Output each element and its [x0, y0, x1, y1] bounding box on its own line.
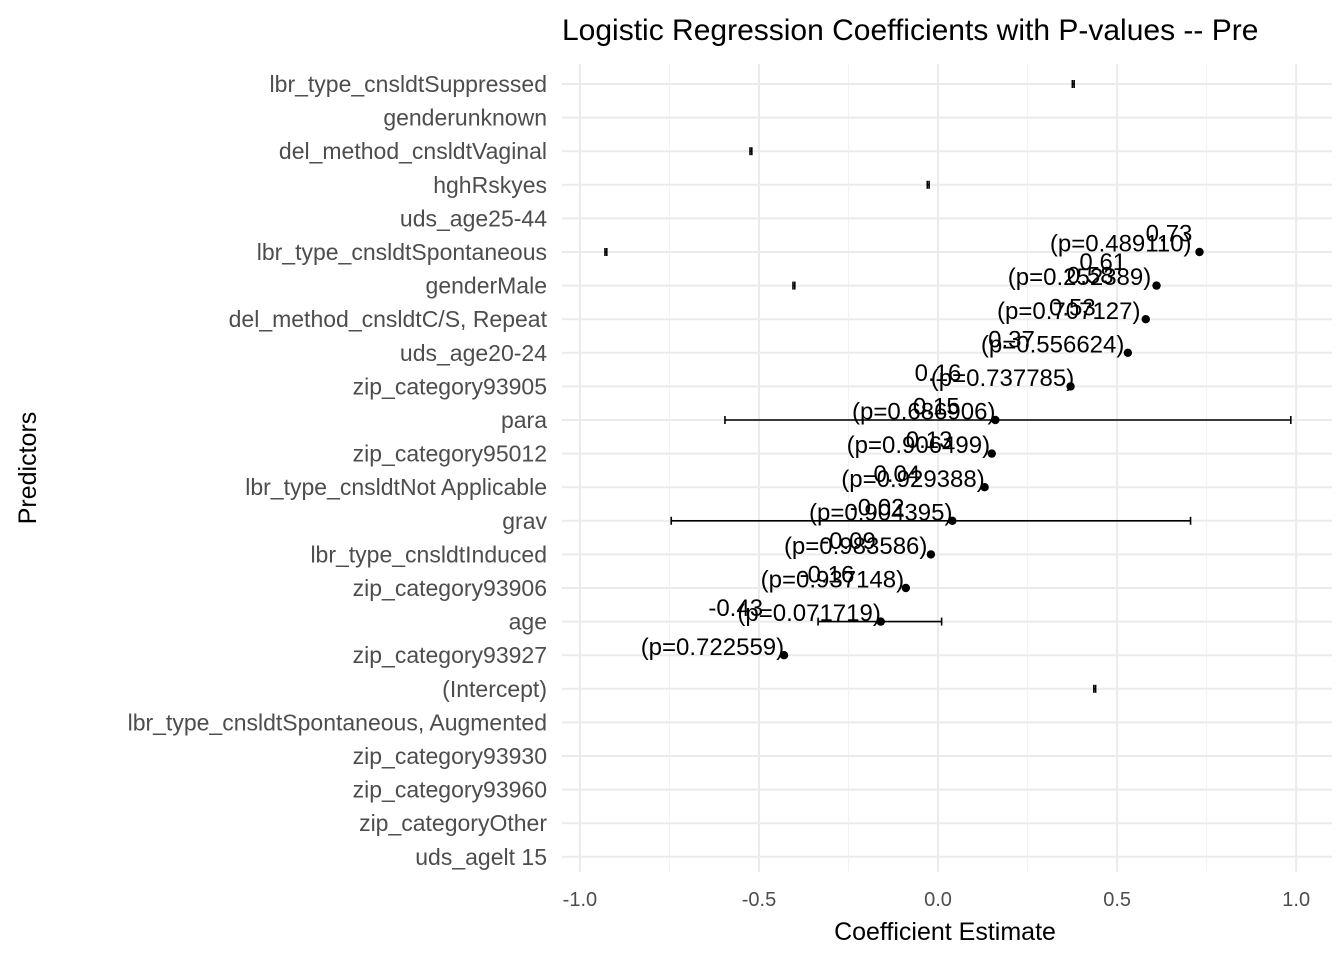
- y-tick-label: genderunknown: [383, 105, 547, 131]
- x-tick-label: 0.0: [924, 889, 952, 911]
- x-axis-title: Coefficient Estimate: [834, 918, 1056, 946]
- coefficient-point: [1195, 247, 1204, 257]
- points: [779, 247, 1204, 660]
- coefficient-point: [1141, 315, 1150, 324]
- point-label: (p=0.707127): [997, 298, 1140, 325]
- y-tick-label: lbr_type_cnsldtNot Applicable: [245, 474, 547, 500]
- point-label: (p=0.252389): [1008, 264, 1151, 291]
- y-tick-label: del_method_cnsldtVaginal: [279, 138, 547, 164]
- x-tick-label: -1.0: [563, 889, 597, 911]
- point-label: (p=0.489110): [1050, 231, 1192, 258]
- y-tick-label: grav: [502, 508, 547, 534]
- y-tick-label: hghRskyes: [433, 172, 547, 198]
- coefficient-point: [1123, 348, 1133, 357]
- point-label: -0.02: [850, 494, 905, 521]
- point-label: (p=0.906499): [847, 432, 990, 459]
- point-label: (p=0.929388): [841, 466, 984, 493]
- coefficient-point: [926, 550, 936, 559]
- point-label: 0.58: [1067, 263, 1114, 290]
- x-tick-label: 1.0: [1282, 889, 1310, 911]
- point-label: 0.73: [1146, 221, 1193, 248]
- point-label: (p=0.983586): [784, 533, 927, 560]
- point-label: -0.16: [800, 562, 855, 589]
- annotations: 0.73(p=0.489110)0.61(p=0.252389)0.58 (p=0…: [641, 221, 1193, 661]
- grid-lines: [562, 64, 1332, 872]
- point-label: 0.16: [915, 360, 962, 387]
- point-label: (p=0.904395): [809, 499, 952, 526]
- point-label: 0.04: [874, 461, 921, 488]
- point-label: (p=0.722559): [641, 634, 784, 661]
- y-tick-label: zip_category93960: [353, 777, 547, 803]
- point-label: (p=0.737785): [931, 365, 1074, 392]
- y-tick-label: del_method_cnsldtC/S, Repeat: [229, 306, 548, 332]
- coefficient-point: [948, 516, 957, 525]
- coefficient-point: [1066, 382, 1075, 391]
- coefficient-point: [980, 483, 989, 492]
- y-tick-label: zip_categoryOther: [359, 810, 547, 836]
- error-bars: [604, 80, 1292, 693]
- y-tick-label: zip_category93930: [353, 743, 547, 769]
- y-tick-label: genderMale: [426, 273, 547, 299]
- y-tick-label: lbr_type_cnsldtInduced: [310, 541, 547, 567]
- x-tick-label: -0.5: [742, 889, 776, 911]
- point-label: (p=0.937148): [761, 567, 904, 594]
- coefficient-point: [876, 617, 885, 626]
- point-label: 0.15: [913, 394, 960, 421]
- y-tick-label: uds_age20-24: [400, 340, 547, 366]
- y-tick-label: para: [501, 407, 547, 433]
- point-label: (p=0.686906): [852, 399, 995, 426]
- y-tick-label: uds_agelt 15: [415, 844, 547, 870]
- coefficient-point: [987, 449, 996, 458]
- y-tick-label: lbr_type_cnsldtSpontaneous, Augmented: [128, 709, 547, 735]
- y-tick-label: zip_category93905: [353, 373, 547, 399]
- point-label: -0.09: [821, 528, 876, 555]
- point-label: 0.37: [988, 326, 1035, 353]
- y-tick-label: (Intercept): [442, 676, 547, 702]
- coefficient-point: [1152, 281, 1161, 290]
- y-tick-label: lbr_type_cnsldtSpontaneous: [257, 239, 547, 265]
- point-label: (p=0.071719): [737, 600, 880, 627]
- y-tick-label: lbr_type_cnsldtSuppressed: [270, 71, 547, 97]
- point-label: 0.53: [1049, 294, 1096, 321]
- y-tick-label: age: [509, 609, 547, 635]
- y-tick-label: uds_age25-44: [400, 205, 547, 231]
- coefficient-point: [779, 651, 789, 660]
- y-tick-label: zip_category93906: [353, 575, 547, 601]
- point-label: 0.61: [1079, 249, 1126, 276]
- x-tick-labels: -1.0 -0.5 0.0 0.5 1.0: [563, 889, 1310, 911]
- chart-title: Logistic Regression Coefficients with P-…: [562, 14, 1258, 47]
- coefficient-point: [901, 583, 911, 593]
- y-tick-label: zip_category95012: [353, 441, 547, 467]
- y-tick-label: zip_category93927: [353, 642, 547, 668]
- y-axis-title: Predictors: [14, 412, 42, 525]
- point-label: (p=0.556624): [981, 331, 1124, 358]
- coefficient-point: [991, 415, 1000, 425]
- point-label: -0.43: [708, 595, 763, 622]
- x-tick-label: 0.5: [1103, 889, 1131, 911]
- y-tick-labels: lbr_type_cnsldtSuppressed genderunknown de…: [128, 71, 548, 870]
- point-label: 0.13: [906, 427, 953, 454]
